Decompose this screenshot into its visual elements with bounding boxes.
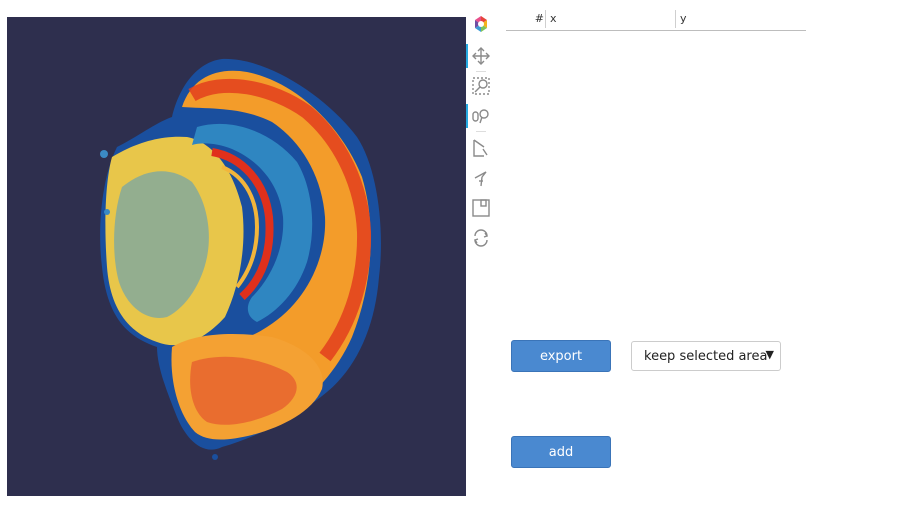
export-button[interactable]: export bbox=[511, 340, 611, 372]
tissue-left-lobe-blue bbox=[114, 171, 209, 318]
reset-icon[interactable] bbox=[470, 226, 492, 250]
add-button[interactable]: add bbox=[511, 436, 611, 468]
tissue-heatmap-image bbox=[100, 58, 381, 460]
selection-mode-value: keep selected area bbox=[644, 348, 768, 364]
tissue-lower-red bbox=[190, 356, 297, 425]
plot-toolbar bbox=[466, 12, 496, 252]
points-table-header: # x y bbox=[506, 8, 806, 31]
tissue-fragment bbox=[100, 150, 108, 158]
tissue-red-curve-1 bbox=[211, 148, 274, 300]
save-icon[interactable] bbox=[470, 196, 492, 220]
tissue-fragment bbox=[104, 209, 110, 215]
tissue-red-curve-2 bbox=[221, 165, 260, 289]
tissue-inner-blue-band bbox=[192, 123, 313, 322]
box-zoom-icon[interactable] bbox=[470, 74, 492, 98]
wheel-zoom-icon[interactable] bbox=[466, 104, 492, 128]
column-header-x[interactable]: x bbox=[550, 12, 557, 25]
tissue-outer-red-band bbox=[188, 78, 372, 362]
pan-icon[interactable] bbox=[466, 44, 492, 68]
tissue-outer-arc bbox=[178, 70, 371, 436]
bokeh-logo-icon[interactable] bbox=[470, 12, 492, 36]
column-header-y[interactable]: y bbox=[680, 12, 687, 25]
box-select-icon[interactable] bbox=[470, 136, 492, 160]
lasso-select-icon[interactable] bbox=[470, 166, 492, 190]
column-header-index[interactable]: # bbox=[534, 12, 544, 25]
tissue-fragment bbox=[212, 454, 218, 460]
chevron-down-icon: ▼ bbox=[765, 348, 774, 361]
selection-mode-select[interactable]: keep selected area ▼ bbox=[631, 341, 781, 371]
heatmap-plot[interactable] bbox=[7, 17, 466, 496]
